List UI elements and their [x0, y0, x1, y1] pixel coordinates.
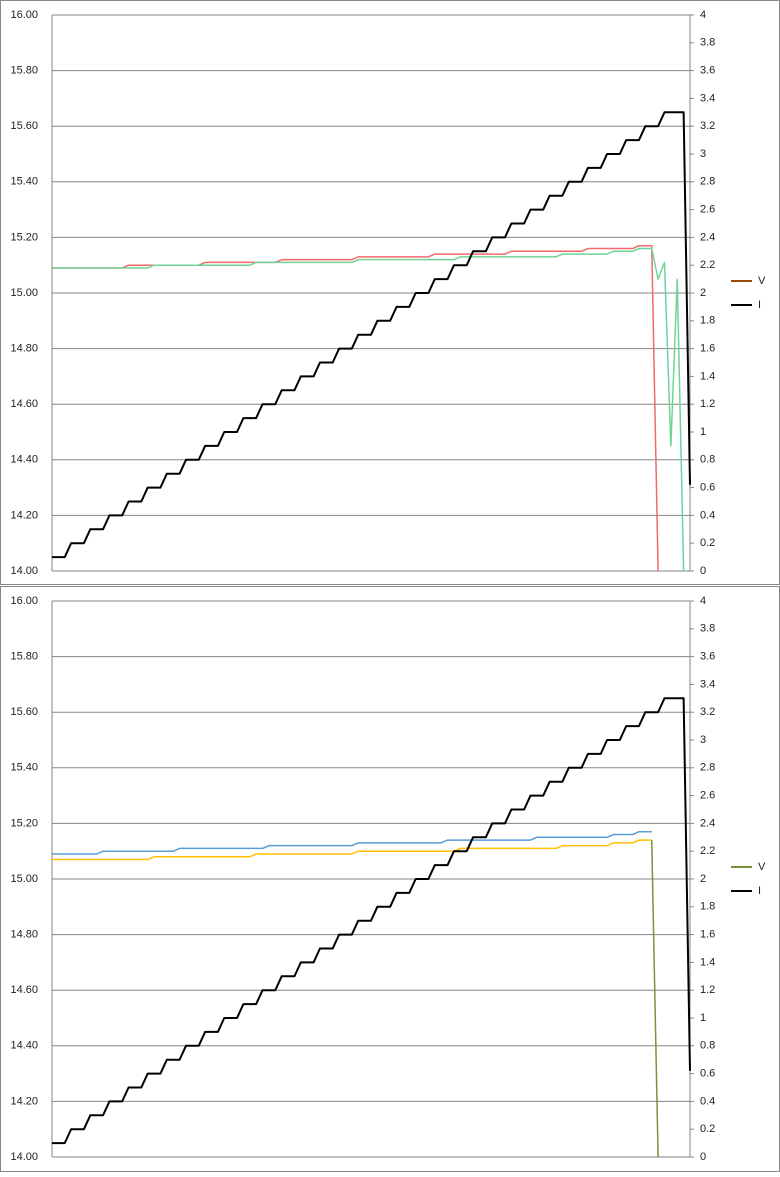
y-tick-label: 14.60 — [10, 984, 38, 996]
y-tick-label: 14.80 — [10, 343, 38, 355]
y2-tick-label: 3.4 — [700, 678, 715, 690]
y-tick-label: 14.00 — [10, 1151, 38, 1163]
y2-tick-label: 1.8 — [700, 901, 715, 913]
y2-tick-label: 3.6 — [700, 65, 715, 77]
y2-tick-label: 3 — [700, 148, 706, 160]
y2-tick-label: 3.4 — [700, 92, 715, 104]
series-line — [52, 830, 652, 855]
y2-tick-label: 2.4 — [700, 817, 715, 829]
y2-tick-label: 0.8 — [700, 1040, 715, 1052]
y-tick-label: 14.20 — [10, 509, 38, 521]
y-tick-label: 14.40 — [10, 454, 38, 466]
y2-tick-label: 0.2 — [700, 537, 715, 549]
y-tick-label: 16.00 — [10, 9, 38, 21]
y-tick-label: 15.80 — [10, 651, 38, 663]
y2-tick-label: 1.2 — [700, 398, 715, 410]
y-tick-label: 15.20 — [10, 231, 38, 243]
y-tick-label: 15.40 — [10, 762, 38, 774]
y2-tick-label: 2.2 — [700, 845, 715, 857]
y2-tick-label: 2.4 — [700, 231, 715, 243]
series-line — [52, 697, 691, 1145]
y-tick-label: 16.00 — [10, 595, 38, 607]
series-line — [52, 247, 685, 572]
y2-tick-label: 2 — [700, 873, 706, 885]
y2-tick-label: 0 — [700, 1151, 706, 1163]
y2-tick-label: 2.8 — [700, 762, 715, 774]
legend-label: V — [758, 275, 766, 287]
y2-tick-label: 0 — [700, 565, 706, 577]
y-tick-label: 14.00 — [10, 565, 38, 577]
y2-tick-label: 2.6 — [700, 790, 715, 802]
y2-tick-label: 1.6 — [700, 929, 715, 941]
y2-tick-label: 0.4 — [700, 1095, 715, 1107]
legend-label: V — [758, 861, 766, 873]
y-tick-label: 15.40 — [10, 176, 38, 188]
y2-tick-label: 0.6 — [700, 482, 715, 494]
y2-tick-label: 1.4 — [700, 370, 715, 382]
series-line — [52, 839, 652, 861]
y2-tick-label: 1.8 — [700, 315, 715, 327]
y2-tick-label: 1.6 — [700, 343, 715, 355]
series-line — [52, 111, 691, 559]
y-tick-label: 14.80 — [10, 929, 38, 941]
y-tick-label: 14.20 — [10, 1095, 38, 1107]
y2-tick-label: 3.8 — [700, 37, 715, 49]
y2-tick-label: 2.6 — [700, 204, 715, 216]
y2-tick-label: 0.4 — [700, 509, 715, 521]
y2-tick-label: 1.4 — [700, 956, 715, 968]
y-tick-label: 15.00 — [10, 873, 38, 885]
y2-tick-label: 0.2 — [700, 1123, 715, 1135]
y2-tick-label: 3 — [700, 734, 706, 746]
legend-label: I — [758, 885, 761, 897]
y2-tick-label: 3.6 — [700, 651, 715, 663]
y2-tick-label: 1 — [700, 1012, 706, 1024]
y2-tick-label: 3.2 — [700, 706, 715, 718]
y2-tick-label: 3.8 — [700, 623, 715, 635]
y2-tick-label: 2.2 — [700, 259, 715, 271]
y2-tick-label: 1 — [700, 426, 706, 438]
y-tick-label: 14.40 — [10, 1040, 38, 1052]
y-tick-label: 15.60 — [10, 120, 38, 132]
y2-tick-label: 1.2 — [700, 984, 715, 996]
y-tick-label: 15.60 — [10, 706, 38, 718]
y2-tick-label: 2.8 — [700, 176, 715, 188]
y-tick-label: 15.00 — [10, 287, 38, 299]
y2-tick-label: 2 — [700, 287, 706, 299]
y-tick-label: 14.60 — [10, 398, 38, 410]
y2-tick-label: 4 — [700, 9, 706, 21]
y-tick-label: 15.20 — [10, 817, 38, 829]
y2-tick-label: 0.6 — [700, 1068, 715, 1080]
y2-tick-label: 3.2 — [700, 120, 715, 132]
series-line — [650, 840, 659, 1158]
y-tick-label: 15.80 — [10, 65, 38, 77]
y2-tick-label: 0.8 — [700, 454, 715, 466]
y2-tick-label: 4 — [700, 595, 706, 607]
legend-label: I — [758, 299, 761, 311]
